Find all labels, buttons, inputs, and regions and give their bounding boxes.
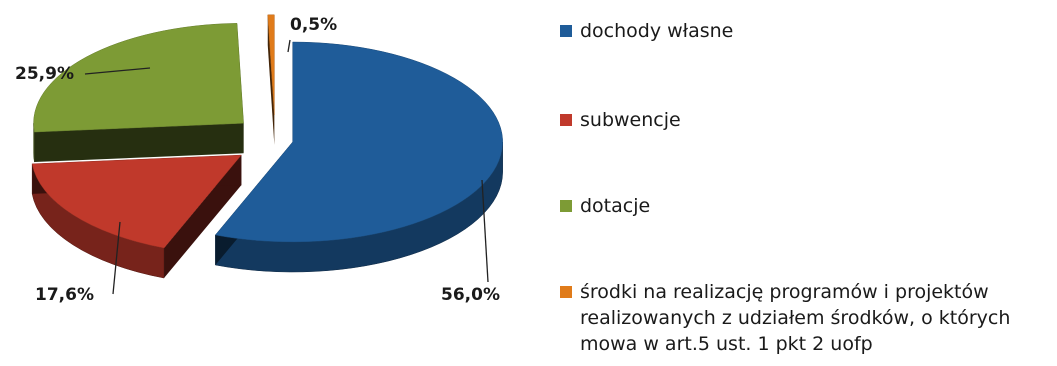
slice-środki (267, 14, 275, 115)
slice-subwencje (31, 154, 242, 249)
leader-line-1 (112, 221, 121, 295)
legend-swatch-dotacje (560, 200, 572, 212)
legend-item-subwencje: subwencje (560, 107, 1050, 133)
slice-dotacje (33, 23, 244, 133)
slice-dochody (214, 41, 503, 243)
data-label-0: 56,0% (441, 285, 500, 305)
legend-label-subwencje: subwencje (580, 109, 681, 131)
legend-label-srodki: środki na realizację programów i projekt… (580, 281, 1011, 355)
leader-line-3 (287, 39, 291, 53)
legend-item-srodki: środki na realizację programów i projekt… (560, 279, 1040, 357)
pie-tops (31, 14, 503, 249)
legend-label-dochody: dochody własne (580, 20, 734, 42)
legend-swatch-dochody (560, 25, 572, 37)
data-label-1: 17,6% (35, 285, 94, 305)
data-label-2: 25,9% (15, 64, 74, 84)
legend-label-dotacje: dotacje (580, 195, 651, 217)
legend-swatch-subwencje (560, 114, 572, 126)
legend: dochody własne subwencje dotacje środki … (560, 0, 1057, 366)
legend-item-dochody: dochody własne (560, 18, 1050, 44)
data-label-3: 0,5% (290, 15, 337, 35)
legend-swatch-srodki (560, 286, 572, 298)
leader-line-0 (481, 179, 489, 283)
pie-chart-svg: 56,0% 17,6% 25,9% 0,5% (15, 14, 503, 305)
slice-wall-środki-0 (267, 14, 275, 145)
legend-item-dotacje: dotacje (560, 193, 1050, 219)
slice-wall-dotacje-0 (34, 123, 244, 163)
leader-line-2 (84, 67, 151, 75)
